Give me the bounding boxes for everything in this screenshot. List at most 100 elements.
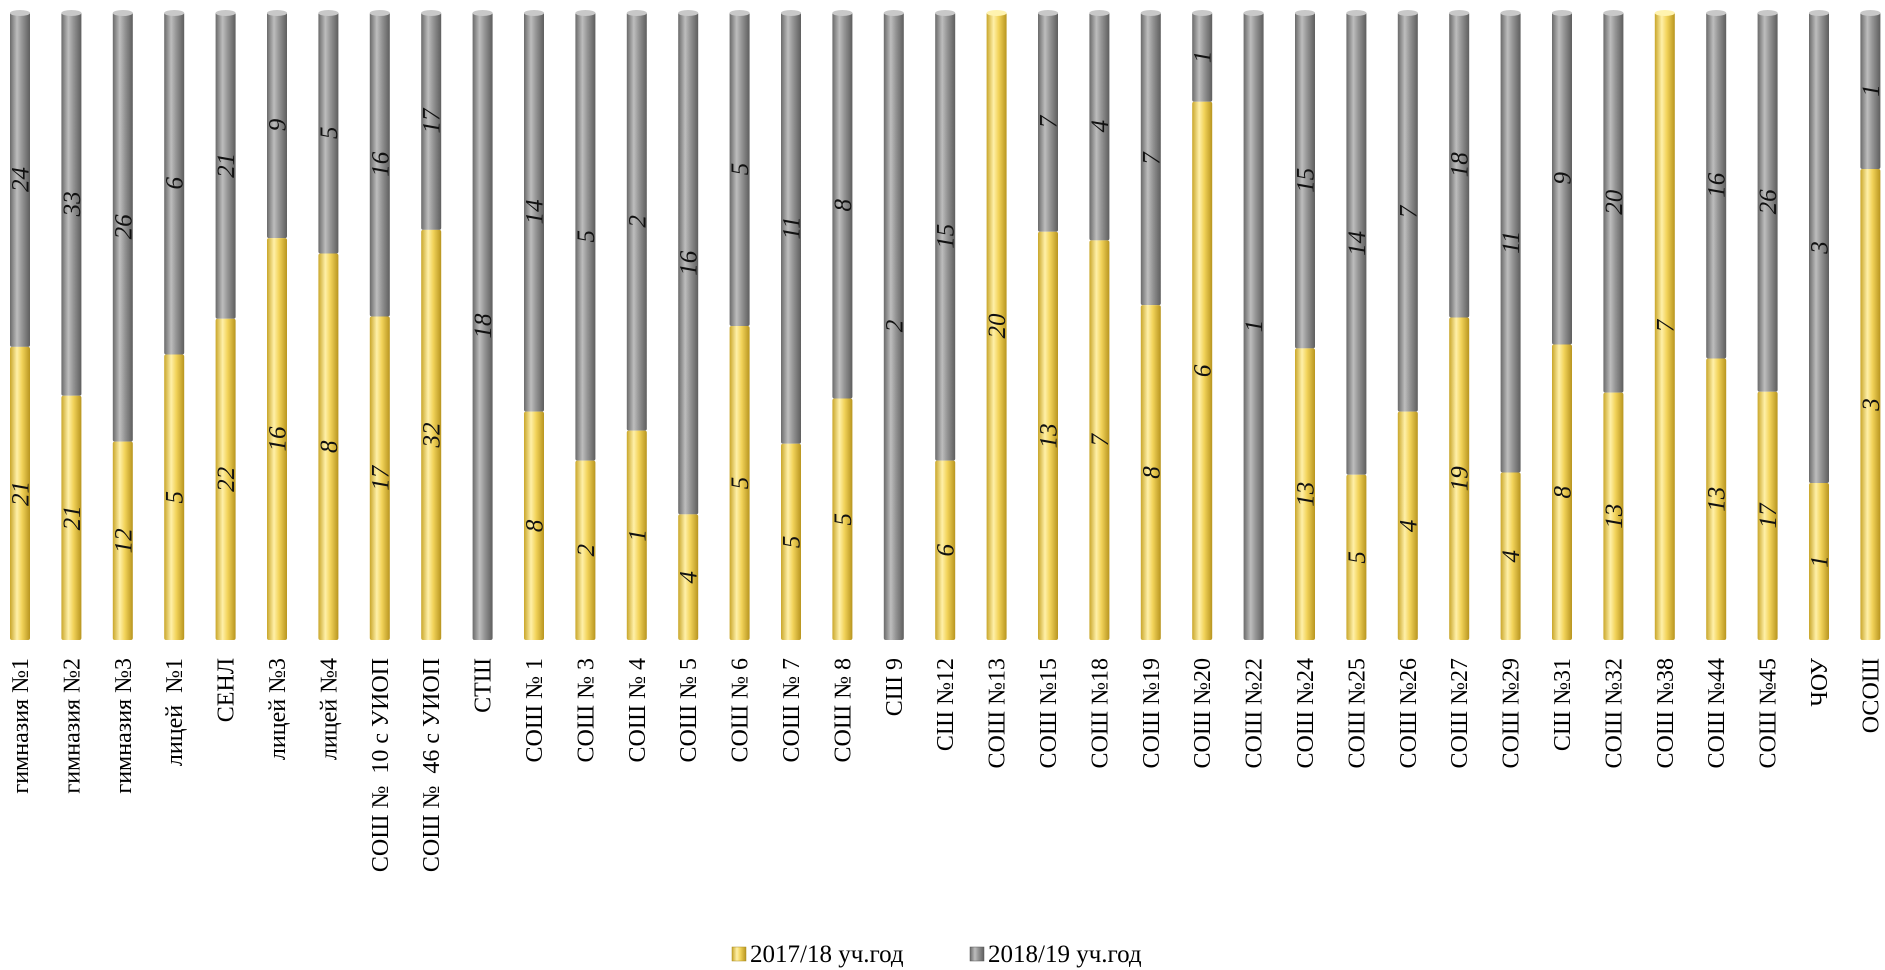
category-label-лицей-1: лицей №1 [162, 658, 188, 766]
category-labels-group: гимназия №1 гимназия №2 гимназия №3 лицей №… [8, 658, 1884, 872]
bar-cap-сош-32 [1603, 10, 1624, 16]
bar-2018-19-стш [472, 12, 493, 640]
data-label-2018-19-сош-25: 14 [1344, 231, 1371, 256]
category-label-сош-32: СОШ №32 [1601, 658, 1627, 768]
bar-2017-18-сош-38 [1654, 12, 1675, 640]
category-label-осош: ОСОШ [1858, 658, 1884, 733]
category-label-сош-5: СОШ № 5 [676, 658, 702, 762]
bar-2018-19-сош-10-с-уиоп [369, 12, 390, 317]
bar-cap-сош-29 [1500, 10, 1521, 16]
bar-2017-18-сош-32 [1603, 392, 1624, 640]
data-label-2018-19-сош-3: 5 [573, 230, 600, 243]
data-label-2018-19-сенл: 21 [213, 153, 240, 178]
bar-2017-18-сош-6 [729, 326, 750, 640]
category-label-сош-22: СОШ №22 [1242, 658, 1268, 768]
bar-cap-лицей-3 [267, 10, 287, 16]
bar-2017-18-сош-26 [1397, 411, 1418, 640]
data-labels-group: 2421332126126521229165816171732181485221… [8, 51, 1885, 584]
category-label-сш-12: СШ №12 [933, 658, 959, 751]
data-label-2018-19-сош-26: 7 [1395, 204, 1422, 218]
category-label-сош-3: СОШ № 3 [573, 658, 599, 762]
data-label-2018-19-осош: 1 [1858, 84, 1885, 97]
bar-2017-18-сош-3 [575, 460, 596, 640]
legend-swatch-2017-18 [731, 946, 747, 962]
category-label-сош-6: СОШ № 6 [728, 658, 754, 762]
bar-2018-19-лицей-4 [318, 12, 339, 254]
data-label-2018-19-сш-12: 15 [933, 224, 960, 249]
bar-cap-сош-10-с-уиоп [369, 10, 390, 16]
data-label-2018-19-сош-22: 1 [1241, 320, 1268, 333]
bar-2018-19-сош-3 [575, 12, 596, 461]
bar-cap-сош-22 [1243, 10, 1264, 16]
bar-2018-19-сош-32 [1603, 12, 1624, 393]
category-label-чоу: ЧОУ [1807, 658, 1833, 707]
data-label-2018-19-сош-29: 11 [1498, 231, 1525, 254]
bar-2017-18-чоу [1809, 483, 1829, 640]
bar-2017-18-лицей-1 [164, 354, 185, 640]
data-label-2017-18-сош-7: 5 [779, 536, 806, 549]
category-label-сош-15: СОШ №15 [1036, 658, 1062, 768]
bar-cap-сенл [215, 10, 236, 16]
category-label-сош-1: СОШ № 1 [522, 658, 548, 762]
bar-2017-18-сош-24 [1295, 348, 1315, 640]
data-label-2017-18-сш-12: 6 [933, 544, 960, 557]
bar-2018-19-сош-4 [626, 12, 647, 431]
bar-cap-лицей-1 [164, 10, 185, 16]
category-label-сош-20: СОШ №20 [1190, 658, 1216, 768]
bar-cap-сош-24 [1295, 10, 1315, 16]
bar-cap-сош-26 [1397, 10, 1418, 16]
data-label-2018-19-лицей-4: 5 [316, 127, 343, 140]
bar-2018-19-гимназия-3 [112, 12, 133, 442]
bar-2018-19-гимназия-2 [61, 12, 82, 396]
bar-cap-сош-8 [832, 10, 853, 16]
legend-label-2018-19: 2018/19 уч.год [988, 941, 1142, 968]
category-label-гимназия-2: гимназия №2 [59, 658, 85, 794]
category-label-сош-46-с-уиоп: СОШ № 46 с УИОП [419, 658, 445, 872]
bar-cap-сош-15 [1038, 10, 1058, 16]
data-label-2018-19-сош-24: 15 [1293, 168, 1320, 193]
data-label-2018-19-сош-5: 16 [676, 250, 703, 276]
bar-2018-19-сош-6 [729, 12, 750, 326]
category-label-сош-8: СОШ № 8 [830, 658, 856, 762]
data-label-2017-18-сош-24: 13 [1293, 482, 1320, 507]
bar-2018-19-сош-29 [1500, 12, 1521, 473]
category-label-сош-4: СОШ № 4 [625, 658, 651, 762]
data-label-2017-18-сош-18: 7 [1087, 432, 1114, 446]
bar-2018-19-гимназия-1 [10, 12, 30, 347]
bar-2017-18-сенл [215, 318, 236, 640]
category-label-лицей-3: лицей №3 [265, 658, 291, 760]
data-label-2017-18-сош-26: 4 [1395, 520, 1422, 533]
bar-cap-сош-13 [986, 10, 1007, 16]
category-label-сош-45: СОШ №45 [1756, 658, 1782, 768]
data-label-2017-18-сош-29: 4 [1498, 550, 1525, 563]
bar-cap-стш [472, 10, 493, 16]
category-label-сош-29: СОШ №29 [1499, 658, 1525, 768]
bar-2017-18-гимназия-1 [10, 346, 30, 640]
data-label-2018-19-сош-44: 16 [1704, 172, 1731, 198]
data-label-2017-18-сош-46-с-уиоп: 32 [419, 422, 446, 448]
bar-cap-сош-38 [1654, 10, 1675, 16]
data-label-2017-18-осош: 3 [1858, 398, 1885, 412]
data-label-2018-19-сош-18: 4 [1087, 120, 1114, 133]
bar-2018-19-сош-45 [1757, 12, 1778, 392]
bar-2018-19-сош-19 [1140, 12, 1161, 306]
bar-cap-сош-27 [1449, 10, 1470, 16]
bar-2018-19-сош-1 [524, 12, 544, 412]
bar-cap-сш-9 [883, 10, 904, 16]
bar-cap-гимназия-3 [112, 10, 133, 16]
bar-cap-сош-44 [1706, 10, 1727, 16]
bar-2017-18-сош-8 [832, 398, 853, 640]
data-label-2017-18-лицей-4: 8 [316, 440, 343, 453]
bar-2017-18-гимназия-2 [61, 395, 82, 640]
data-label-2018-19-гимназия-3: 26 [110, 214, 137, 240]
category-label-стш: СТШ [471, 658, 497, 713]
category-label-сош-10-с-уиоп: СОШ № 10 с УИОП [368, 658, 394, 872]
data-label-2018-19-сш-9: 2 [881, 320, 908, 333]
bar-cap-сош-1 [524, 10, 544, 16]
category-label-гимназия-1: гимназия №1 [8, 658, 34, 794]
category-label-сош-25: СОШ №25 [1344, 658, 1370, 768]
bar-2018-19-сош-24 [1295, 12, 1315, 349]
bar-2018-19-сош-15 [1038, 12, 1058, 232]
data-label-2018-19-стш: 18 [470, 313, 497, 339]
